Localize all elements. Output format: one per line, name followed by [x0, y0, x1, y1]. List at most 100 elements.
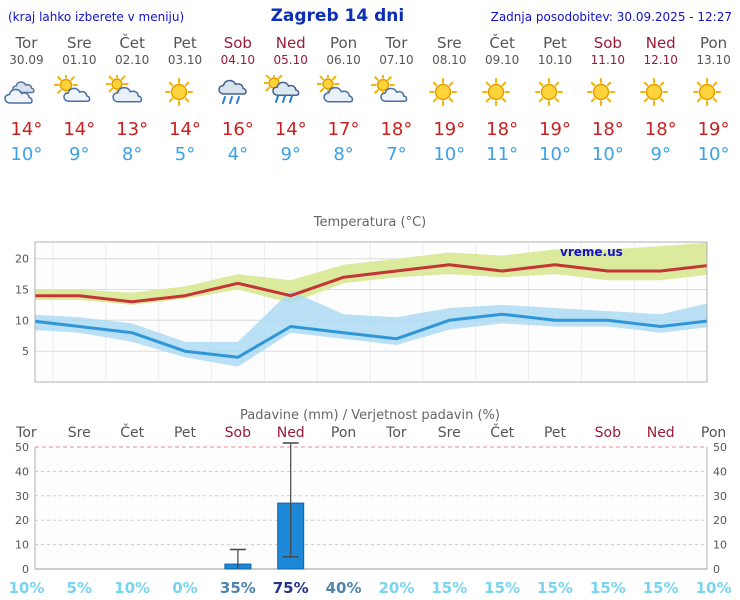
day-name: Pet: [543, 34, 567, 52]
precip-day-label: Pet: [543, 425, 567, 441]
temp-max: 19°: [539, 119, 571, 140]
precip-day-label: Sob: [224, 425, 252, 441]
temp-max: 18°: [380, 119, 413, 140]
svg-text:20: 20: [15, 514, 29, 527]
precip-probability: 15%: [642, 579, 679, 597]
day-column: Pet 03.10 14° 5°: [159, 34, 212, 165]
precip-day-label: Tor: [386, 425, 407, 441]
day-name: Čet: [489, 34, 515, 52]
day-name: Sre: [66, 34, 92, 52]
day-name: Pon: [699, 34, 728, 52]
menu-hint: (kraj lahko izberete v meniju): [8, 10, 185, 24]
temp-min: 11°: [486, 144, 519, 165]
temp-min: 8°: [333, 144, 354, 165]
precip-probability: 20%: [378, 579, 415, 597]
day-name: Tor: [15, 34, 38, 52]
weather-icon-sunny: [687, 75, 740, 113]
day-date: 02.10: [114, 53, 150, 67]
weather-icon-mostly-cloudy: [105, 75, 159, 113]
precip-chart-title: Padavine (mm) / Verjetnost padavin (%): [240, 408, 500, 423]
temp-min: 5°: [174, 144, 196, 165]
svg-text:50: 50: [15, 441, 29, 454]
svg-text:0: 0: [22, 563, 29, 576]
temp-max: 14°: [169, 119, 201, 140]
precip-day-label: Sob: [594, 425, 622, 441]
day-column: Ned 05.10 14° 9°: [264, 34, 317, 165]
precip-probability: 0%: [172, 579, 198, 597]
precip-day-label: Sre: [67, 425, 91, 441]
temp-min: 10°: [591, 144, 624, 165]
cloudy-icon: [4, 81, 35, 104]
svg-text:40: 40: [15, 465, 29, 478]
day-column: Sob 11.10 18° 10°: [581, 34, 634, 165]
precip-day-label: Pon: [330, 425, 357, 441]
precip-probability: 15%: [484, 579, 521, 597]
temp-chart-title: Temperatura (°C): [313, 215, 427, 230]
temp-max: 18°: [591, 119, 624, 140]
temp-min: 9°: [650, 144, 671, 165]
temp-min: 4°: [227, 144, 249, 165]
weather-icon-rain-sun: [264, 75, 317, 113]
day-name: Ned: [275, 34, 306, 52]
weather-icon-sunny: [529, 75, 582, 113]
precip-probability-row: 10% 5% 10% 0% 35% 75% 40% 20% 15% 15% 15% 15% 15% 10%: [0, 579, 740, 597]
sunny-icon: [428, 77, 457, 107]
day-date: 07.10: [379, 53, 414, 67]
weather-icon-sunny: [581, 75, 634, 113]
day-name: Sre: [436, 34, 462, 52]
weather-icon-sunny: [159, 75, 212, 113]
svg-text:10: 10: [15, 539, 29, 552]
temp-min: 10°: [10, 144, 43, 165]
sunny-icon: [640, 77, 669, 107]
svg-text:15: 15: [15, 284, 29, 297]
temp-max: 14°: [274, 119, 307, 140]
precip-probability: 40%: [325, 579, 362, 597]
day-name: Pon: [329, 34, 358, 52]
forecast-strip: Tor 30.09 14° 10° Sre 01.10 14° 9° Čet 0…: [0, 34, 740, 165]
precip-chart: 0 0 10 10 20 20 30 30 40 40 50 50: [0, 441, 740, 579]
precip-day-label: Pet: [173, 425, 197, 441]
day-column: Pon 06.10 17° 8°: [317, 34, 370, 165]
weather-icon-partly: [53, 75, 106, 113]
weather-icon-sunny: [476, 75, 529, 113]
precip-day-label: Ned: [276, 425, 305, 441]
rain-icon: [218, 79, 248, 104]
weather-icon-mostly-cloudy: [317, 75, 370, 113]
temp-max: 13°: [116, 119, 149, 140]
svg-text:50: 50: [713, 441, 727, 454]
svg-text:0: 0: [713, 563, 720, 576]
svg-text:5: 5: [22, 345, 29, 358]
temp-max: 19°: [433, 119, 466, 140]
sunny-icon: [534, 77, 563, 107]
day-name: Ned: [645, 34, 676, 52]
day-name: Sob: [593, 34, 622, 52]
day-date: 05.10: [273, 53, 308, 67]
temp-min: 9°: [280, 144, 301, 165]
precip-probability: 10%: [114, 579, 151, 597]
precip-probability: 10%: [695, 579, 732, 597]
precip-probability: 5%: [66, 579, 92, 597]
precip-day-label: Čet: [490, 425, 515, 441]
mostly-cloudy-icon: [105, 75, 142, 103]
sunny-icon: [587, 77, 616, 107]
precip-day-label: Ned: [646, 425, 675, 441]
day-column: Tor 07.10 18° 7°: [370, 34, 423, 165]
precip-day-label: Pon: [700, 425, 727, 441]
weather-icon-sunny: [423, 75, 476, 113]
precip-day-labels: Tor Sre Čet Pet Sob Ned Pon Tor Sre Čet Pet Sob Ned P…: [0, 425, 740, 441]
partly-icon: [370, 75, 408, 102]
temp-max: 14°: [10, 119, 43, 140]
day-column: Sob 04.10 16° 4°: [211, 34, 264, 165]
temperature-chart: 5 10 15 20 vreme.us: [0, 230, 740, 398]
day-column: Čet 02.10 13° 8°: [105, 34, 159, 165]
watermark-link[interactable]: vreme.us: [560, 245, 623, 259]
weather-icon-rain: [211, 75, 264, 113]
temp-min: 9°: [69, 144, 90, 165]
day-column: Čet 09.10 18° 11°: [476, 34, 529, 165]
day-column: Sre 08.10 19° 10°: [423, 34, 476, 165]
day-date: 08.10: [432, 53, 467, 67]
svg-text:30: 30: [713, 490, 727, 503]
day-date: 04.10: [220, 53, 256, 67]
day-date: 06.10: [326, 53, 361, 67]
